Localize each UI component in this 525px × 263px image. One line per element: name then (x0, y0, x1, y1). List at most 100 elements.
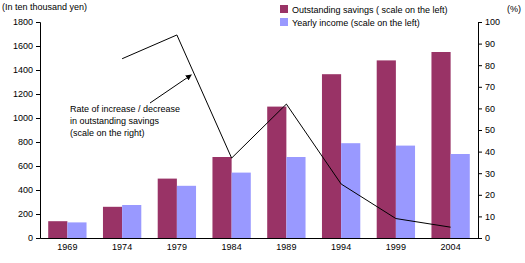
tick: 1974 (112, 238, 132, 252)
tick-label: 1600 (13, 41, 33, 51)
tick: 1600 (13, 41, 40, 51)
bar-series (48, 52, 450, 238)
tick: 70 (478, 82, 495, 92)
tick-label: 1800 (13, 17, 33, 27)
bar (158, 179, 177, 238)
bar (48, 221, 67, 238)
tick-label: 10 (485, 212, 495, 222)
bar (212, 157, 231, 238)
bar (451, 154, 470, 238)
tick-label: 1969 (57, 242, 77, 252)
tick-mark (478, 44, 482, 45)
legend-swatch (280, 5, 288, 13)
tick: 1994 (331, 238, 351, 252)
tick-label: 70 (485, 82, 495, 92)
line (122, 35, 451, 227)
bar-series (67, 143, 469, 238)
tick-label: 200 (18, 209, 33, 219)
chart: 0 200 400 600 800 1000 1200 1400 1600 1800 0 10 20 30… (0, 0, 525, 263)
tick-mark (36, 22, 40, 23)
tick-mark (478, 87, 482, 88)
tick-label: 60 (485, 104, 495, 114)
tick-label: 20 (485, 190, 495, 200)
annotation: Rate of increase / decrease in outstandin… (70, 75, 191, 138)
tick-mark (478, 22, 482, 23)
tick-label: 80 (485, 61, 495, 71)
tick-mark (478, 152, 482, 153)
tick: 0 (28, 233, 40, 243)
tick-label: 1999 (386, 242, 406, 252)
y-axis-title: (In ten thousand yen) (2, 2, 87, 12)
tick-mark (478, 108, 482, 109)
tick-mark (36, 118, 40, 119)
tick-label: 2004 (441, 242, 461, 252)
tick-label: 40 (485, 147, 495, 157)
tick-label: 1989 (276, 242, 296, 252)
tick-mark (478, 173, 482, 174)
plot-area (48, 35, 470, 238)
axis-line (36, 23, 41, 239)
tick: 1999 (386, 238, 406, 252)
tick: 0 (478, 233, 490, 243)
y2-axis-title: (%) (507, 4, 521, 14)
bar (431, 52, 450, 238)
legend-swatch (280, 18, 288, 26)
tick: 1989 (276, 238, 296, 252)
bar (67, 222, 86, 238)
tick-mark (36, 46, 40, 47)
y2-axis: 0 10 20 30 40 50 60 70 80 90 100 (478, 17, 500, 243)
bar (322, 74, 341, 238)
annotation-line: in outstanding savings (70, 116, 160, 126)
legend-item: Yearly income (scale on the left) (280, 18, 420, 28)
tick: 400 (18, 185, 40, 195)
tick: 1800 (13, 17, 40, 27)
tick-label: 1400 (13, 65, 33, 75)
tick: 1969 (57, 238, 77, 252)
bar (267, 107, 286, 238)
tick-label: 100 (485, 17, 500, 27)
tick-label: 90 (485, 39, 495, 49)
tick-label: 1974 (112, 242, 132, 252)
bar (377, 60, 396, 238)
tick-mark (36, 94, 40, 95)
tick: 1000 (13, 113, 40, 123)
tick: 90 (478, 39, 495, 49)
tick-label: 30 (485, 169, 495, 179)
tick: 50 (478, 125, 495, 135)
tick: 600 (18, 161, 40, 171)
tick: 80 (478, 61, 495, 71)
tick-label: 1000 (13, 113, 33, 123)
bar (122, 205, 141, 238)
tick-mark (478, 65, 482, 66)
tick-label: 0 (28, 233, 33, 243)
bar (396, 146, 415, 238)
annotation-text: Rate of increase / decrease in outstandin… (70, 104, 180, 138)
tick-mark (36, 142, 40, 143)
tick-mark (478, 130, 482, 131)
tick-mark (478, 216, 482, 217)
tick-mark (36, 238, 40, 239)
tick: 800 (18, 137, 40, 147)
tick: 200 (18, 209, 40, 219)
bar (103, 207, 122, 238)
tick-mark (478, 238, 482, 239)
tick-label: 1984 (222, 242, 242, 252)
tick-label: 1979 (167, 242, 187, 252)
tick: 2004 (441, 238, 461, 252)
legend-label: Outstanding savings ( scale on the left) (292, 5, 448, 15)
tick-label: 800 (18, 137, 33, 147)
tick: 1984 (222, 238, 242, 252)
axis-line (41, 238, 479, 239)
tick: 20 (478, 190, 495, 200)
tick-mark (36, 214, 40, 215)
annotation-line: Rate of increase / decrease (70, 104, 180, 114)
legend: Outstanding savings ( scale on the left)… (280, 5, 448, 28)
annotation-line: (scale on the right) (70, 128, 145, 138)
tick-label: 400 (18, 185, 33, 195)
legend-item: Outstanding savings ( scale on the left) (280, 5, 448, 15)
tick-label: 600 (18, 161, 33, 171)
tick: 1200 (13, 89, 40, 99)
tick: 100 (478, 17, 500, 27)
tick-label: 0 (485, 233, 490, 243)
tick: 10 (478, 212, 495, 222)
